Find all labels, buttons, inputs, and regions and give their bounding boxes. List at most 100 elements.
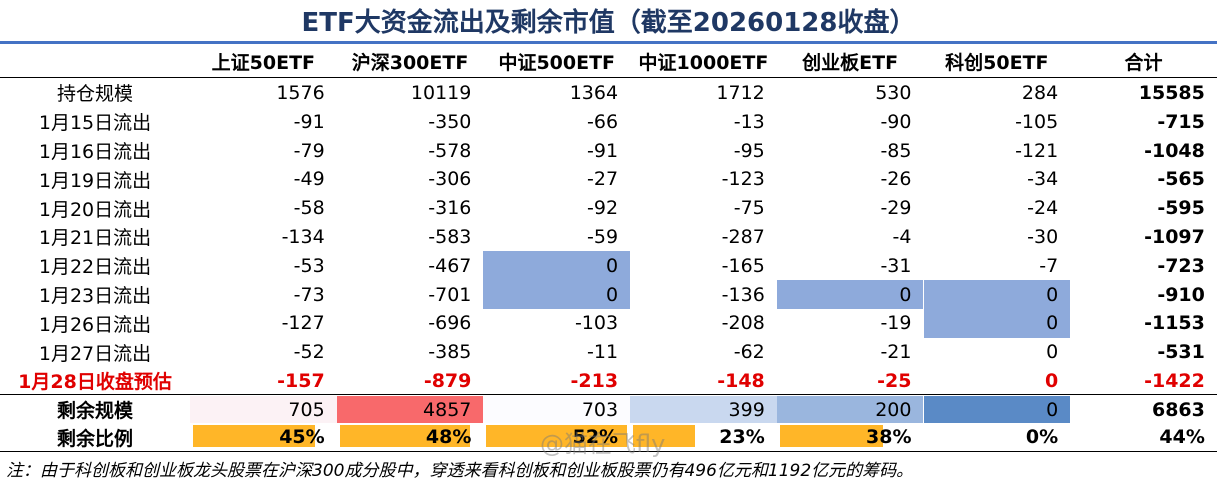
scale-cell: 4857 [336, 396, 484, 423]
scale-cell: 0 [923, 396, 1071, 423]
table-cell: -92 [587, 197, 619, 220]
row-label: 1月19日流出 [38, 169, 152, 192]
table-cell: -11 [587, 341, 619, 364]
scale-cell: 200 [776, 396, 924, 423]
title: ETF大资金流出及剩余市值（截至20260128收盘） [301, 8, 916, 38]
scale-cell: 399 [630, 396, 777, 423]
watermark: @猫在飞fly [540, 430, 666, 458]
table-cell: -316 [428, 197, 472, 220]
bottom-rule [0, 451, 1217, 452]
column-header: 上证50ETF [211, 51, 316, 74]
table-cell: -59 [587, 225, 619, 248]
table-cell: -1048 [1144, 139, 1205, 162]
table-cell: 1712 [716, 81, 765, 104]
ratio-cell: 52% [572, 426, 619, 448]
table-cell: -123 [721, 168, 765, 191]
table-cell: -696 [428, 312, 472, 335]
table-cell: -350 [428, 110, 472, 133]
table-cell: -1422 [1144, 369, 1205, 392]
row-label: 1月15日流出 [38, 112, 152, 135]
ratio-bar [779, 425, 883, 447]
table-cell: -25 [877, 369, 912, 392]
table-cell: 0 [923, 280, 1071, 309]
table-cell: -62 [733, 341, 765, 364]
table-cell: -1097 [1144, 225, 1205, 248]
table-cell: -467 [428, 254, 472, 277]
table-cell: -7 [1039, 254, 1059, 277]
ratio-cell: 38% [866, 426, 912, 448]
table-cell: -79 [293, 139, 325, 162]
table-cell: -306 [428, 168, 472, 191]
row-label: 1月28日收盘预估 [18, 371, 172, 394]
column-header: 中证1000ETF [638, 51, 769, 74]
table-cell: -136 [721, 283, 765, 306]
row-label: 1月26日流出 [38, 313, 152, 336]
ratio-cell: 0% [1025, 426, 1059, 448]
table-cell: -134 [281, 225, 325, 248]
table-cell: -595 [1157, 197, 1205, 220]
table-cell: 530 [875, 81, 912, 104]
table-cell: -105 [1015, 110, 1059, 133]
table-cell: -148 [717, 369, 765, 392]
table-cell: 10119 [410, 81, 472, 104]
table-cell: -75 [733, 197, 765, 220]
table-cell: -701 [428, 283, 472, 306]
row-label: 持仓规模 [56, 83, 133, 106]
table-cell: -578 [428, 139, 472, 162]
table-cell: -73 [293, 283, 325, 306]
table-cell: 15585 [1138, 81, 1205, 104]
row-label: 1月16日流出 [38, 141, 152, 164]
table-cell: -91 [587, 139, 619, 162]
ratio-cell: 48% [425, 426, 472, 448]
table-cell: 0 [483, 251, 631, 281]
table-cell: -723 [1157, 254, 1205, 277]
table-cell: -90 [880, 110, 912, 133]
ratio-bar [193, 425, 315, 447]
table-cell: -53 [293, 254, 325, 277]
summary-rule [0, 394, 1217, 395]
table-cell: -103 [574, 312, 619, 335]
ratio-bar [339, 425, 470, 447]
table-cell: -565 [1157, 168, 1205, 191]
row-label: 1月27日流出 [38, 342, 152, 365]
table-cell: -66 [587, 110, 619, 133]
table-cell: 1576 [276, 81, 325, 104]
table-cell: -49 [293, 168, 325, 191]
table-cell: -121 [1015, 139, 1059, 162]
table-cell: -52 [293, 341, 325, 364]
table-cell: -287 [721, 225, 765, 248]
scale-cell: 703 [483, 396, 631, 423]
table-cell: 284 [1021, 81, 1059, 104]
scale-cell: 6863 [1151, 398, 1205, 421]
table-cell: -26 [880, 168, 912, 191]
table-cell: -715 [1157, 110, 1205, 133]
ratio-bar [633, 425, 696, 447]
column-header: 科创50ETF [945, 51, 1049, 74]
table-cell: -1153 [1144, 312, 1205, 335]
table-cell: -165 [721, 254, 765, 277]
row-label: 剩余比例 [56, 427, 133, 450]
column-header: 沪深300ETF [351, 51, 469, 74]
table-cell: -13 [733, 110, 765, 133]
title-rule [0, 41, 1217, 44]
table-cell: -879 [423, 369, 472, 392]
row-label: 1月23日流出 [38, 285, 152, 308]
column-header: 合计 [1124, 51, 1163, 74]
ratio-cell: 44% [1159, 426, 1205, 448]
table-cell: -85 [880, 139, 912, 162]
scale-cell: 705 [190, 396, 337, 423]
ratio-bar [486, 425, 628, 447]
table-cell: -213 [570, 369, 619, 392]
row-label: 1月20日流出 [38, 198, 152, 221]
column-header: 创业板ETF [802, 51, 899, 74]
table-cell: -91 [293, 110, 325, 133]
table-cell: -4 [892, 225, 912, 248]
table-cell: -27 [587, 168, 619, 191]
table-cell: -531 [1157, 341, 1205, 364]
table-cell: -208 [721, 312, 765, 335]
note: 注：由于科创板和创业板龙头股票在沪深300成分股中，穿透来看科创板和创业板股票仍… [6, 461, 914, 481]
table-cell: -385 [428, 341, 472, 364]
table-cell: -583 [428, 225, 472, 248]
column-header: 中证500ETF [498, 51, 616, 74]
table-cell: 0 [483, 280, 631, 309]
